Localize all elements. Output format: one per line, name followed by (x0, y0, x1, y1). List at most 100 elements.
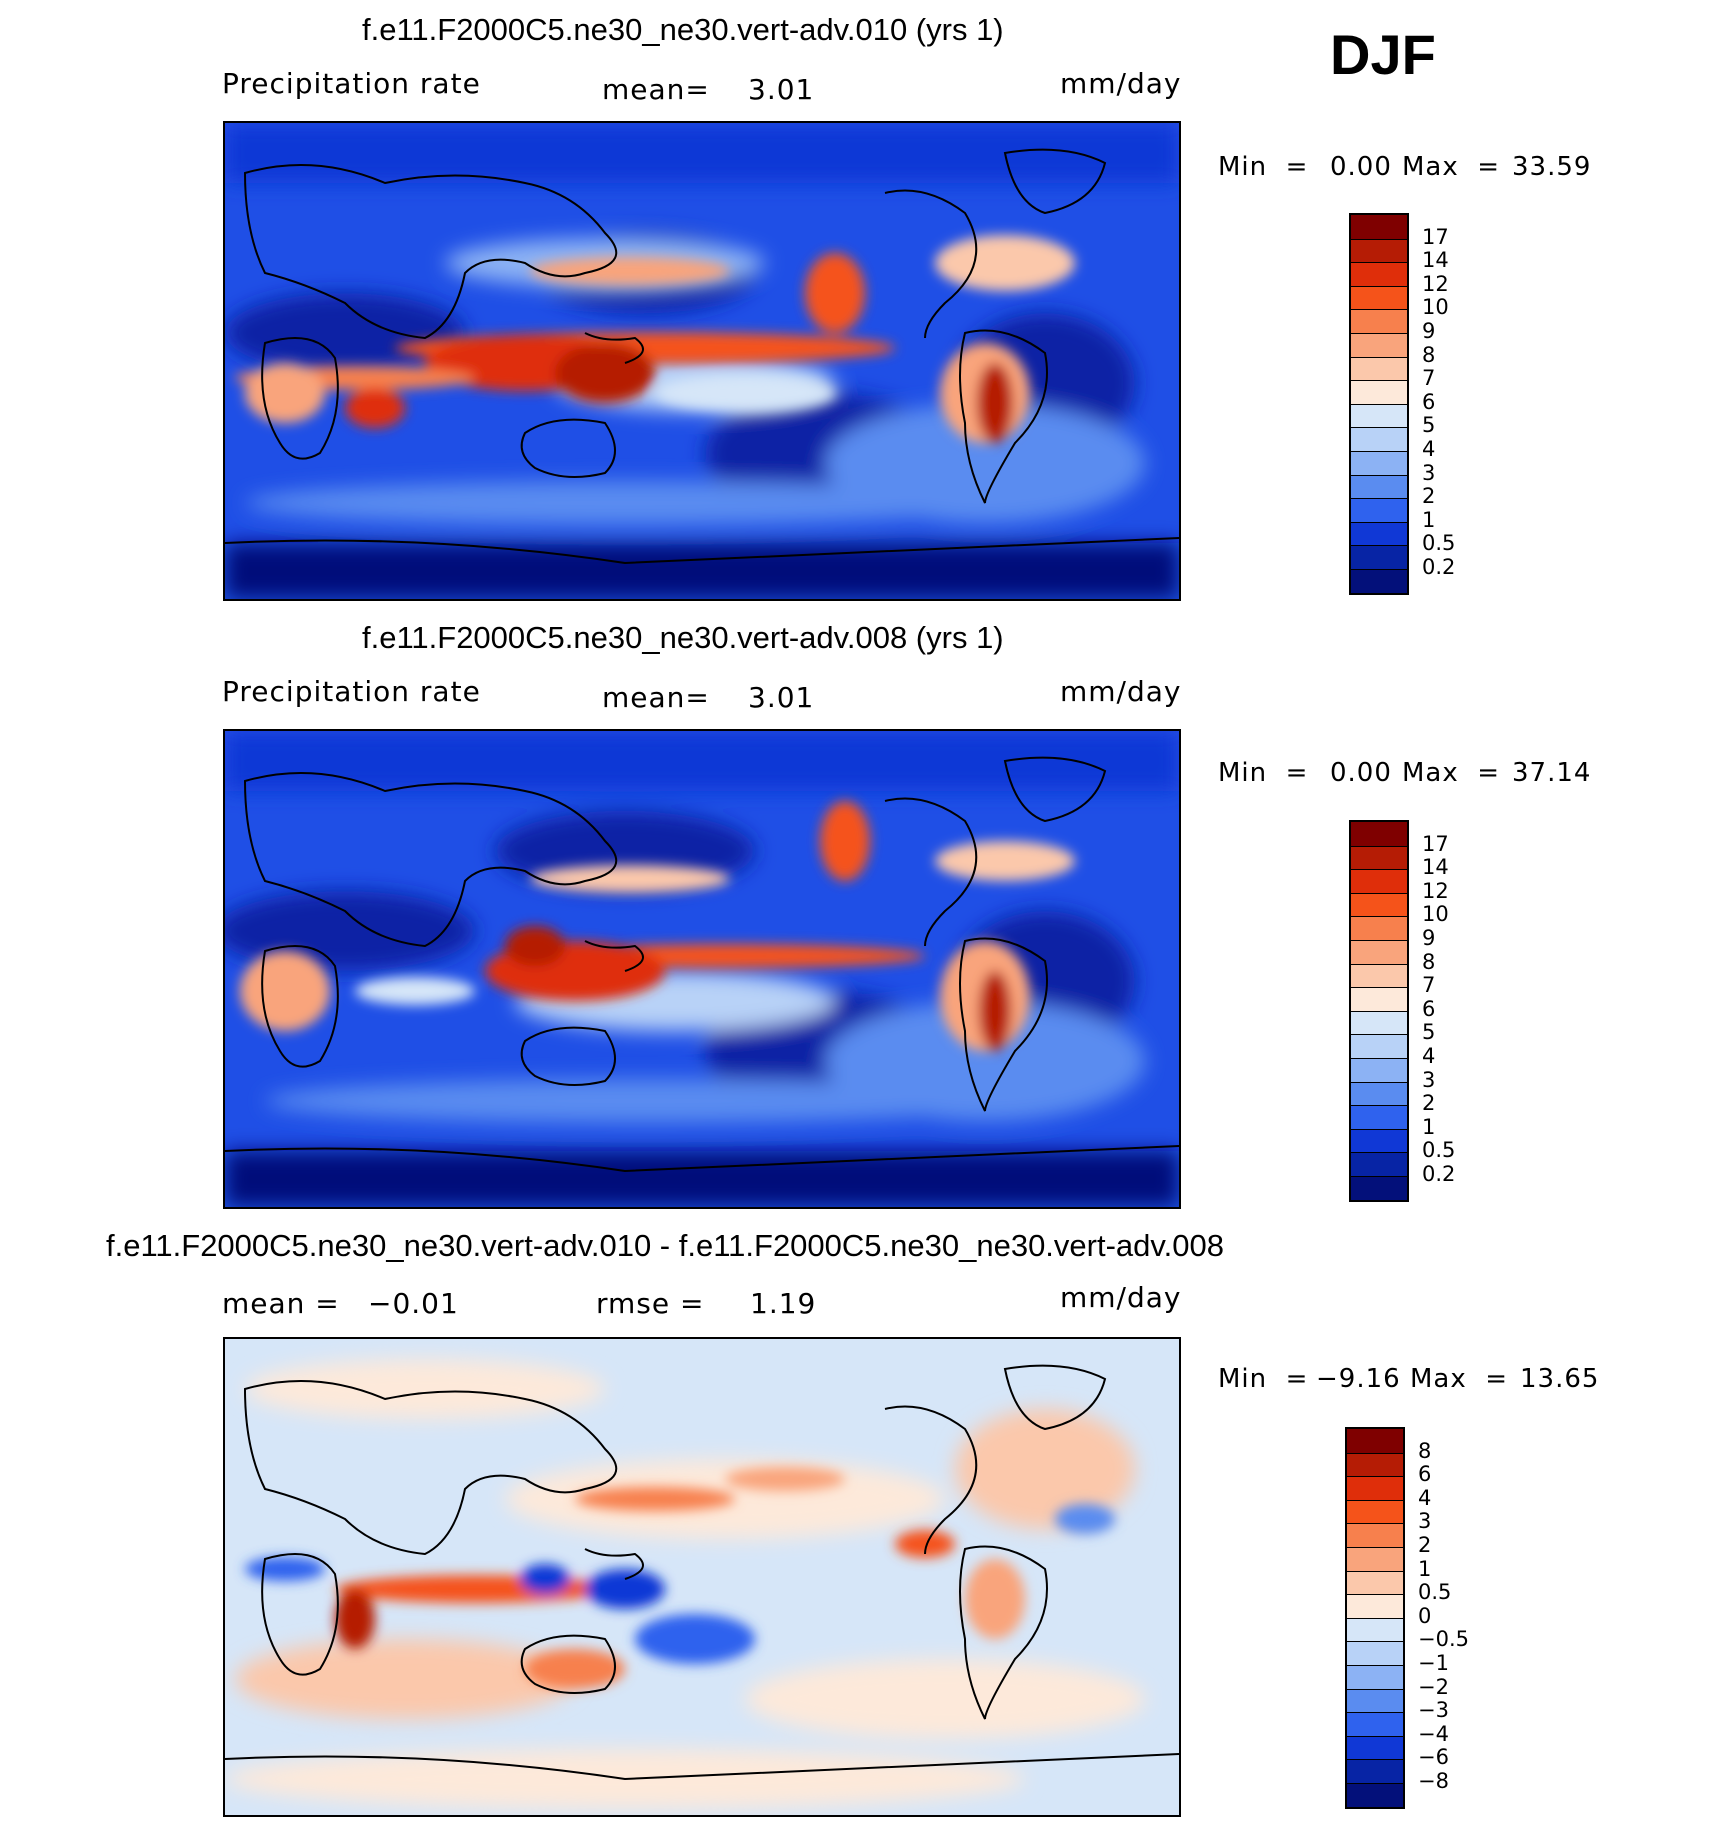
panel-3-min-value: −9.16 (1316, 1364, 1401, 1394)
panel-1-mean-label: mean= (602, 73, 710, 106)
panel-3-mean-value: −0.01 (368, 1287, 459, 1320)
colorbar-segment (1351, 427, 1407, 451)
colorbar-segment (1347, 1688, 1403, 1713)
colorbar-tick-label: −8 (1418, 1769, 1449, 1793)
colorbar-segment (1351, 1057, 1407, 1082)
panel-3-rmse-value: 1.19 (750, 1287, 817, 1320)
colorbar-segment (1351, 1081, 1407, 1106)
colorbar-segment (1351, 869, 1407, 893)
panel-2-min-label: Min = (1218, 758, 1309, 788)
colorbar-segment (1351, 521, 1407, 546)
panel-2-units: mm/day (1060, 675, 1182, 708)
panel-1-precip-map (223, 121, 1181, 601)
colorbar-segment (1351, 450, 1407, 475)
colorbar-tick-label: 2 (1418, 1533, 1432, 1557)
colorbar-segment (1351, 1175, 1407, 1200)
colorbar-segment (1347, 1641, 1403, 1665)
colorbar-tick-label: 7 (1422, 973, 1436, 998)
colorbar-segment (1351, 403, 1407, 428)
panel-3-units: mm/day (1060, 1281, 1182, 1314)
colorbar-tick-label: 5 (1422, 413, 1436, 438)
colorbar-segment (1347, 1712, 1403, 1736)
colorbar-tick-label: −0.5 (1418, 1627, 1469, 1652)
panel-2-min-value: 0.00 (1330, 758, 1392, 788)
panel-1-coastlines (225, 148, 1179, 565)
panel-2-mean-value: 3.01 (748, 681, 815, 714)
colorbar-segment (1347, 1476, 1403, 1500)
colorbar-tick-label: 10 (1422, 295, 1449, 320)
colorbar-segment (1351, 1034, 1407, 1058)
colorbar-segment (1351, 285, 1407, 310)
colorbar-tick-label: 8 (1418, 1438, 1432, 1463)
panel-2-max-value: 37.14 (1512, 758, 1592, 788)
colorbar-segment (1351, 1128, 1407, 1153)
colorbar-tick-label: 4 (1422, 437, 1436, 461)
colorbar-segment (1351, 1010, 1407, 1035)
panel-3-mean-label: mean = (222, 1287, 340, 1320)
panel-1-units: mm/day (1060, 67, 1182, 100)
colorbar-tick-label: 17 (1422, 224, 1449, 249)
colorbar-tick-label: −4 (1418, 1721, 1449, 1746)
colorbar-tick-label: 0 (1418, 1603, 1432, 1628)
colorbar-segment (1351, 892, 1407, 917)
colorbar-tick-label: 9 (1422, 926, 1436, 950)
colorbar-tick-label: 7 (1422, 366, 1436, 391)
panel-1-max-value: 33.59 (1512, 152, 1592, 182)
colorbar-tick-label: 1 (1418, 1556, 1432, 1581)
colorbar-tick-label: 3 (1418, 1509, 1432, 1534)
colorbar-segment (1351, 845, 1407, 870)
colorbar-tick-label: −2 (1418, 1674, 1449, 1699)
panel-1-variable-label: Precipitation rate (222, 67, 481, 100)
colorbar-tick-label: 10 (1422, 902, 1449, 927)
colorbar-segment (1347, 1782, 1403, 1807)
colorbar-tick-label: 0.2 (1422, 555, 1456, 579)
colorbar-tick-label: 0.2 (1422, 1162, 1456, 1186)
colorbar-tick-label: 14 (1422, 855, 1449, 880)
colorbar-segment (1351, 356, 1407, 381)
colorbar-segment (1351, 332, 1407, 357)
colorbar-segment (1351, 822, 1407, 846)
colorbar-segment (1351, 262, 1407, 286)
colorbar-tick-label: 8 (1422, 949, 1436, 974)
colorbar-tick-label: 0.5 (1418, 1580, 1452, 1605)
panel-3-colorbar (1345, 1427, 1405, 1809)
colorbar-segment (1351, 987, 1407, 1011)
colorbar-segment (1347, 1523, 1403, 1547)
colorbar-tick-label: 5 (1422, 1020, 1436, 1045)
panel-1-min-value: 0.00 (1330, 152, 1392, 182)
colorbar-tick-label: 14 (1422, 248, 1449, 273)
panel-2-max-label: Max = (1402, 758, 1501, 788)
colorbar-segment (1347, 1594, 1403, 1618)
panel-2-colorbar (1349, 820, 1409, 1202)
colorbar-tick-label: 0.5 (1422, 531, 1456, 556)
colorbar-tick-label: 12 (1422, 271, 1449, 296)
panel-1-max-label: Max = (1402, 152, 1501, 182)
colorbar-segment (1351, 309, 1407, 333)
colorbar-tick-label: 6 (1422, 389, 1436, 414)
panel-1-map-canvas (225, 123, 1179, 599)
colorbar-segment (1351, 568, 1407, 593)
colorbar-tick-label: 0.5 (1422, 1138, 1456, 1163)
colorbar-segment (1351, 1152, 1407, 1176)
panel-3-rmse-label: rmse = (596, 1287, 705, 1320)
colorbar-tick-label: −1 (1418, 1651, 1449, 1675)
colorbar-tick-label: 6 (1422, 996, 1436, 1021)
colorbar-segment (1347, 1499, 1403, 1524)
colorbar-tick-label: 4 (1418, 1485, 1432, 1510)
colorbar-tick-label: 3 (1422, 460, 1436, 485)
panel-2-precip-map (223, 729, 1181, 1209)
colorbar-tick-label: 4 (1422, 1044, 1436, 1068)
panel-2-map-canvas (225, 731, 1179, 1207)
colorbar-segment (1347, 1429, 1403, 1453)
panel-2-variable-label: Precipitation rate (222, 675, 481, 708)
panel-3-difference-map (223, 1337, 1181, 1817)
colorbar-tick-label: 3 (1422, 1067, 1436, 1092)
panel-3-coastlines (225, 1364, 1179, 1781)
colorbar-segment (1351, 963, 1407, 988)
panel-3-max-label: Max = (1410, 1364, 1509, 1394)
panel-3-title: f.e11.F2000C5.ne30_ne30.vert-adv.010 - f… (106, 1228, 1224, 1263)
panel-3-map-canvas (225, 1339, 1179, 1815)
colorbar-tick-label: 1 (1422, 1114, 1436, 1139)
colorbar-segment (1351, 215, 1407, 239)
season-label: DJF (1330, 23, 1436, 86)
